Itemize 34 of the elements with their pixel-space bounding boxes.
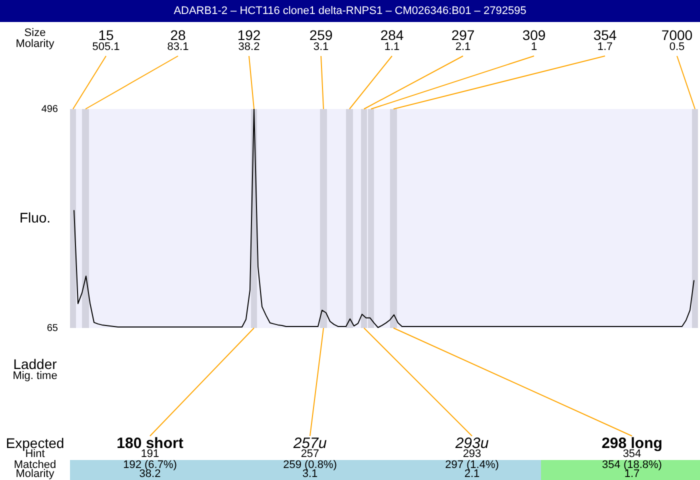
text: 2.1 [463, 468, 480, 480]
y-tick-label: 496 [41, 104, 58, 115]
text: Hint [25, 448, 45, 460]
text: 309 [521, 26, 547, 43]
text: Mig. time [12, 370, 58, 384]
text: 7000 [660, 26, 694, 43]
chart-title: ADARB1-2 – HCT116 clone1 delta-RNPS1 – CM026346:B01 – 2792595 [0, 0, 700, 22]
text: 259 [308, 26, 334, 43]
text: 0.5 [668, 41, 686, 54]
text: 3.1 [312, 41, 330, 54]
text: 257 [300, 448, 320, 460]
text: 83.1 [166, 41, 190, 54]
text: 1.1 [383, 41, 401, 54]
text: 2.1 [454, 41, 472, 54]
text: Expected [4, 434, 66, 451]
text: 293 [462, 448, 482, 460]
text: 505.1 [91, 41, 121, 54]
text: 15 [98, 26, 114, 43]
text: 192 [236, 26, 262, 43]
text: 1 [530, 41, 538, 54]
text: Molarity [16, 38, 54, 50]
text: 297 [450, 26, 476, 43]
text: 38.2 [237, 41, 261, 54]
text: 38.2 [139, 468, 161, 480]
text: Ladder [12, 356, 58, 372]
y-tick-label: 65 [46, 322, 58, 334]
text: Molarity [16, 468, 54, 480]
text: 28 [170, 26, 186, 43]
text: 3.1 [301, 468, 318, 480]
text: 354 [592, 26, 618, 43]
text: 1.7 [596, 41, 614, 54]
y-axis-title: Fluo. [19, 209, 51, 226]
text: Size [24, 27, 46, 40]
text: 284 [379, 26, 405, 43]
